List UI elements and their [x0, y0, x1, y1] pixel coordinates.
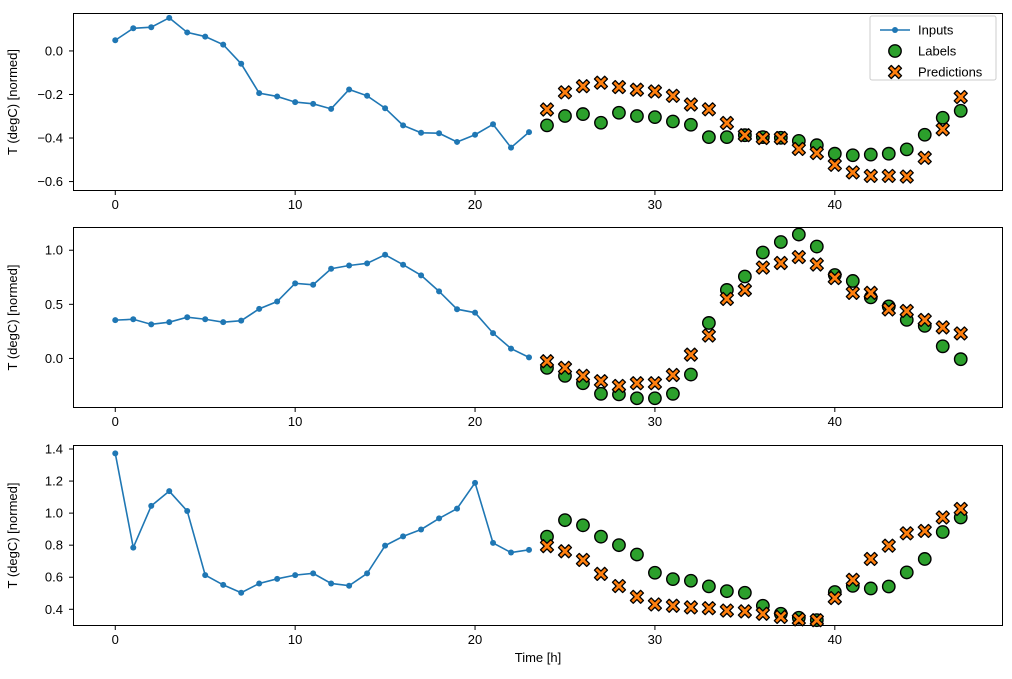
svg-text:T (degC) [normed]: T (degC) [normed]	[5, 483, 20, 589]
svg-text:30: 30	[648, 414, 662, 429]
svg-text:20: 20	[468, 414, 482, 429]
svg-text:20: 20	[468, 632, 482, 647]
svg-text:1.4: 1.4	[45, 442, 63, 457]
svg-text:Predictions: Predictions	[918, 65, 983, 80]
svg-text:0.5: 0.5	[45, 297, 63, 312]
svg-text:10: 10	[288, 197, 302, 212]
svg-text:−0.4: −0.4	[37, 131, 63, 146]
svg-text:0: 0	[112, 414, 119, 429]
svg-text:−0.6: −0.6	[37, 174, 63, 189]
svg-text:40: 40	[828, 414, 842, 429]
svg-text:T (degC) [normed]: T (degC) [normed]	[5, 49, 20, 155]
svg-text:0.8: 0.8	[45, 538, 63, 553]
svg-text:20: 20	[468, 197, 482, 212]
svg-text:30: 30	[648, 632, 662, 647]
svg-text:0: 0	[112, 632, 119, 647]
svg-text:0.0: 0.0	[45, 351, 63, 366]
svg-text:1.2: 1.2	[45, 474, 63, 489]
svg-text:−0.2: −0.2	[37, 87, 63, 102]
svg-text:0.0: 0.0	[45, 43, 63, 58]
svg-text:40: 40	[828, 632, 842, 647]
svg-text:0: 0	[112, 197, 119, 212]
svg-text:30: 30	[648, 197, 662, 212]
svg-text:0.6: 0.6	[45, 570, 63, 585]
svg-text:1.0: 1.0	[45, 243, 63, 258]
svg-text:1.0: 1.0	[45, 506, 63, 521]
svg-text:0.4: 0.4	[45, 602, 63, 617]
svg-text:10: 10	[288, 414, 302, 429]
svg-text:40: 40	[828, 197, 842, 212]
svg-text:T (degC) [normed]: T (degC) [normed]	[5, 265, 20, 371]
svg-text:Time [h]: Time [h]	[515, 650, 561, 665]
svg-text:Inputs: Inputs	[918, 23, 954, 38]
svg-text:Labels: Labels	[918, 44, 957, 59]
svg-text:10: 10	[288, 632, 302, 647]
